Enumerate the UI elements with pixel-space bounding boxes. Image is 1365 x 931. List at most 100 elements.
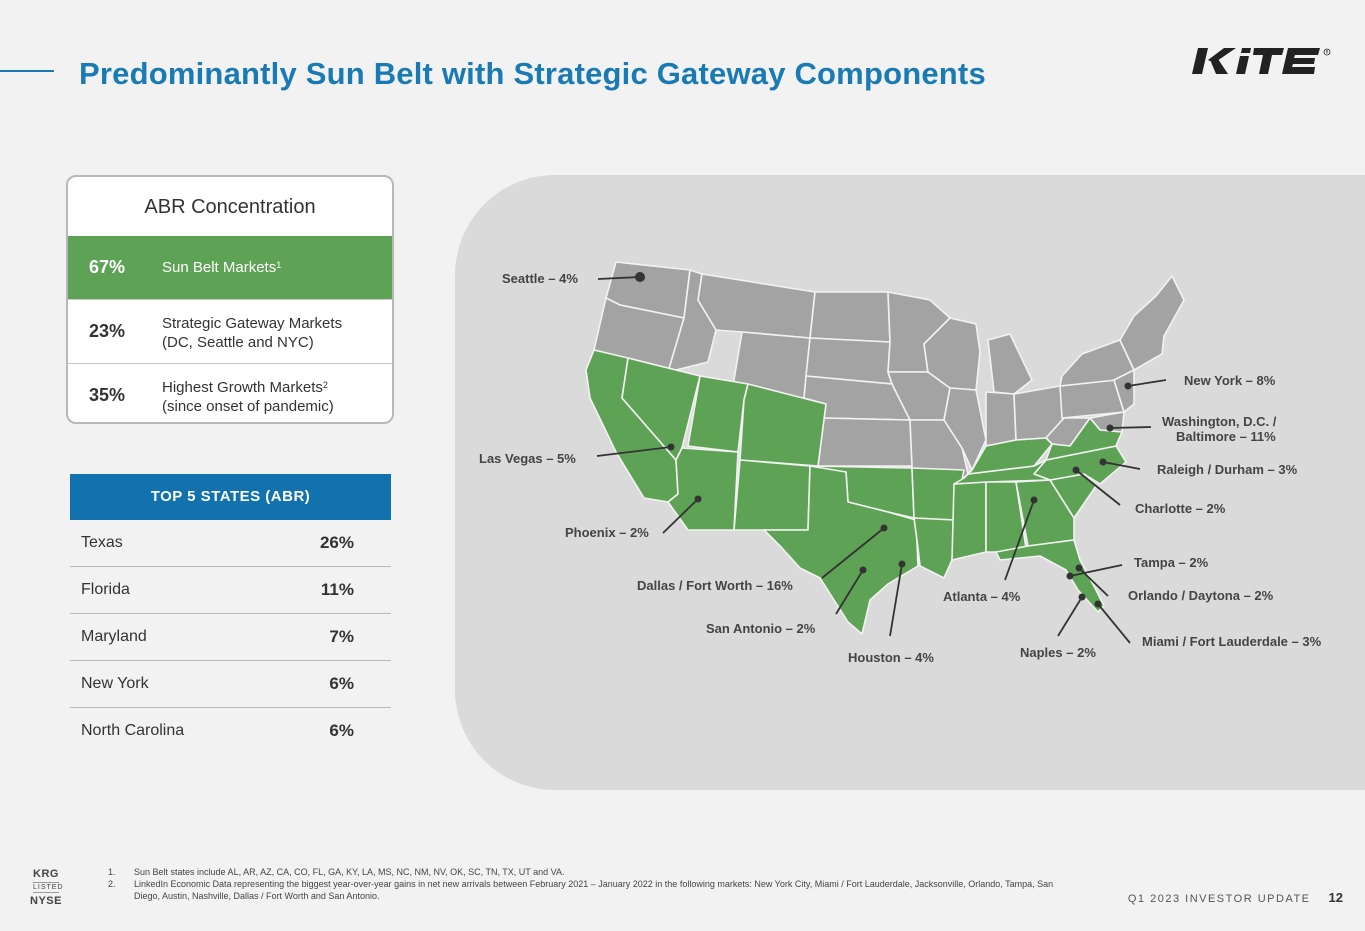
state-new-england bbox=[1119, 275, 1185, 371]
label-houston: Houston – 4% bbox=[848, 650, 934, 665]
abr-label-line: Strategic Gateway Markets bbox=[162, 315, 343, 332]
footer: Q1 2023 INVESTOR UPDATE 12 bbox=[1128, 890, 1343, 905]
marker-atlanta bbox=[1030, 496, 1038, 504]
label-dallas: Dallas / Fort Worth – 16% bbox=[637, 578, 793, 593]
abr-label-line: Sun Belt Markets bbox=[162, 259, 277, 276]
abr-concentration-card: ABR Concentration 67% Sun Belt Markets1 … bbox=[66, 175, 394, 424]
label-las-vegas: Las Vegas – 5% bbox=[479, 451, 576, 466]
state-kansas bbox=[817, 417, 913, 467]
abr-heading: ABR Concentration bbox=[144, 196, 316, 218]
footer-label: Q1 2023 INVESTOR UPDATE bbox=[1127, 893, 1311, 905]
marker-las-vegas bbox=[667, 443, 675, 451]
footnote: 1. Sun Belt states include AL, AR, AZ, CA… bbox=[108, 866, 1068, 878]
state-utah bbox=[687, 375, 749, 453]
state-name: Texas bbox=[81, 534, 123, 551]
marker-miami bbox=[1094, 600, 1102, 608]
footnote-ref: 1 bbox=[276, 260, 282, 270]
abr-row-growth: 35% Highest Growth Markets2 (since onset … bbox=[68, 363, 392, 422]
state-north-dakota bbox=[809, 291, 891, 343]
state-value: 7% bbox=[329, 627, 354, 646]
state-indiana bbox=[985, 391, 1017, 447]
abr-label-line: (since onset of pandemic) bbox=[162, 398, 334, 415]
marker-san-antonio bbox=[859, 566, 867, 574]
abr-label-line: Highest Growth Markets bbox=[162, 379, 323, 396]
label-charlotte: Charlotte – 2% bbox=[1135, 501, 1226, 516]
top5-heading: TOP 5 STATES (ABR) bbox=[70, 474, 391, 520]
table-row: North Carolina 6% bbox=[70, 708, 391, 754]
state-louisiana bbox=[913, 517, 955, 579]
abr-label: Highest Growth Markets2 (since onset of p… bbox=[162, 378, 334, 416]
marker-washington bbox=[1106, 424, 1114, 432]
marker-naples bbox=[1078, 593, 1086, 601]
label-seattle: Seattle – 4% bbox=[502, 271, 578, 286]
label-atlanta: Atlanta – 4% bbox=[943, 589, 1021, 604]
table-row: Florida 11% bbox=[70, 567, 391, 614]
label-raleigh: Raleigh / Durham – 3% bbox=[1157, 462, 1298, 477]
abr-label: Sun Belt Markets1 bbox=[162, 258, 281, 277]
state-name: Maryland bbox=[81, 628, 147, 645]
state-name: Florida bbox=[81, 581, 130, 598]
table-row: Texas 26% bbox=[70, 520, 391, 567]
footnote-ref: 2 bbox=[322, 380, 328, 390]
abr-label: Strategic Gateway Markets (DC, Seattle an… bbox=[162, 314, 342, 352]
state-new-jersey bbox=[1113, 369, 1135, 413]
footnote-text: LinkedIn Economic Data representing the … bbox=[134, 879, 1054, 901]
label-washington: Washington, D.C. / bbox=[1162, 414, 1277, 429]
state-name: North Carolina bbox=[81, 722, 185, 739]
abr-label-line: (DC, Seattle and NYC) bbox=[162, 334, 314, 351]
footnote-text: Sun Belt states include AL, AR, AZ, CA, … bbox=[134, 867, 565, 877]
state-michigan bbox=[987, 333, 1033, 395]
page-title: Predominantly Sun Belt with Strategic Ga… bbox=[79, 56, 986, 91]
marker-seattle bbox=[635, 272, 645, 282]
label-baltimore: Baltimore – 11% bbox=[1176, 429, 1276, 444]
listed-label: LISTED bbox=[33, 882, 64, 893]
page-number: 12 bbox=[1328, 890, 1343, 905]
marker-houston bbox=[898, 560, 906, 568]
abr-percent: 67% bbox=[89, 257, 126, 277]
state-mississippi bbox=[951, 481, 987, 561]
label-phoenix: Phoenix – 2% bbox=[565, 525, 649, 540]
label-miami: Miami / Fort Lauderdale – 3% bbox=[1142, 634, 1322, 649]
state-tennessee bbox=[953, 459, 1051, 485]
table-row: New York 6% bbox=[70, 661, 391, 708]
abr-row-gateway: 23% Strategic Gateway Markets (DC, Seattl… bbox=[68, 299, 392, 363]
state-texas bbox=[763, 465, 919, 635]
state-wisconsin bbox=[923, 317, 981, 391]
state-arizona bbox=[667, 447, 739, 531]
abr-percent: 23% bbox=[89, 321, 126, 341]
table-row: Maryland 7% bbox=[70, 614, 391, 661]
label-orlando: Orlando / Daytona – 2% bbox=[1128, 588, 1274, 603]
state-value: 11% bbox=[320, 580, 354, 599]
footnote: 2. LinkedIn Economic Data representing th… bbox=[108, 878, 1068, 902]
label-tampa: Tampa – 2% bbox=[1134, 555, 1209, 570]
abr-row-sun-belt: 67% Sun Belt Markets1 bbox=[68, 236, 392, 299]
label-naples: Naples – 2% bbox=[1020, 645, 1096, 660]
state-value: 6% bbox=[329, 721, 354, 740]
marker-new-york bbox=[1124, 382, 1132, 390]
label-san-antonio: San Antonio – 2% bbox=[706, 621, 816, 636]
state-montana bbox=[697, 273, 816, 339]
exchange-listing-badge: KRG LISTED NYSE bbox=[27, 868, 65, 907]
state-value: 6% bbox=[329, 674, 354, 693]
marker-dallas bbox=[880, 524, 888, 532]
exchange-name: NYSE bbox=[30, 895, 62, 907]
label-new-york: New York – 8% bbox=[1184, 373, 1276, 388]
marker-tampa bbox=[1066, 572, 1074, 580]
marker-phoenix bbox=[694, 495, 702, 503]
footnote-number: 2. bbox=[108, 879, 116, 889]
state-kentucky bbox=[967, 437, 1053, 475]
marker-raleigh bbox=[1099, 458, 1107, 466]
footnotes: 1. Sun Belt states include AL, AR, AZ, CA… bbox=[108, 866, 1068, 902]
state-value: 26% bbox=[319, 533, 354, 552]
svg-text:R: R bbox=[1326, 50, 1329, 55]
state-new-mexico bbox=[733, 459, 811, 531]
top5-states-table: TOP 5 STATES (ABR) Texas 26% Florida 11% M… bbox=[70, 474, 391, 754]
marker-charlotte bbox=[1072, 466, 1080, 474]
state-name: New York bbox=[81, 675, 149, 692]
marker-orlando bbox=[1075, 564, 1083, 572]
ticker-symbol: KRG bbox=[33, 868, 59, 880]
abr-percent: 35% bbox=[89, 385, 126, 405]
kite-logo: R bbox=[1192, 48, 1331, 74]
title-accent-line bbox=[0, 70, 54, 72]
